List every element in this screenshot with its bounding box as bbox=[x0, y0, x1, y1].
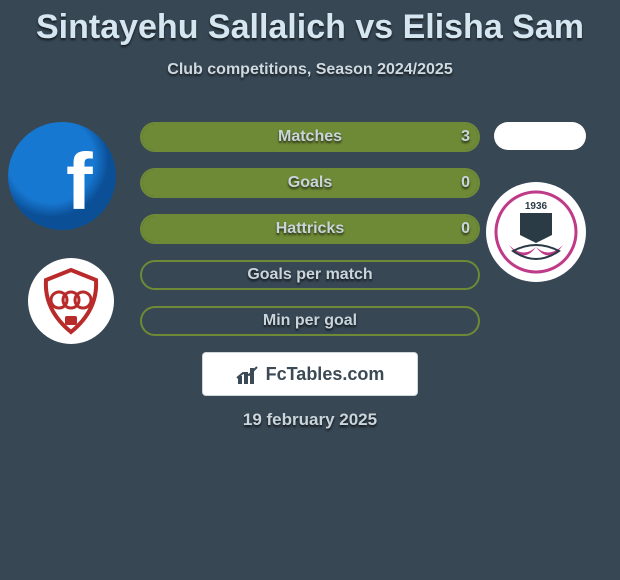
stat-label: Min per goal bbox=[263, 312, 357, 330]
stat-label: Goals per match bbox=[247, 266, 372, 284]
badge-year: 1936 bbox=[525, 201, 548, 212]
stat-row-matches: Matches 3 bbox=[140, 122, 480, 152]
brand-badge: FcTables.com bbox=[202, 352, 418, 396]
page-title: Sintayehu Sallalich vs Elisha Sam bbox=[0, 0, 620, 47]
stat-value: 0 bbox=[461, 220, 470, 238]
stat-row-goals: Goals 0 bbox=[140, 168, 480, 198]
player1-avatar: f bbox=[8, 122, 116, 230]
player2-club-badge: 1936 bbox=[486, 182, 586, 282]
stat-label: Matches bbox=[278, 128, 342, 146]
bar-chart-icon bbox=[236, 366, 260, 386]
brand-text: FcTables.com bbox=[266, 364, 385, 385]
stat-row-hattricks: Hattricks 0 bbox=[140, 214, 480, 244]
stat-label: Hattricks bbox=[276, 220, 344, 238]
facebook-f-icon: f bbox=[66, 150, 90, 222]
stats-panel: Matches 3 Goals 0 Hattricks 0 Goals per … bbox=[140, 122, 480, 352]
stat-row-min-per-goal: Min per goal bbox=[140, 306, 480, 336]
player1-club-badge bbox=[28, 258, 114, 344]
shield-icon: 1936 bbox=[493, 189, 579, 275]
subtitle: Club competitions, Season 2024/2025 bbox=[0, 61, 620, 79]
stat-value: 3 bbox=[461, 128, 470, 146]
stat-row-goals-per-match: Goals per match bbox=[140, 260, 480, 290]
date-text: 19 february 2025 bbox=[0, 410, 620, 430]
player2-avatar bbox=[494, 122, 586, 150]
shield-icon bbox=[36, 266, 106, 336]
stat-value: 0 bbox=[461, 174, 470, 192]
stat-label: Goals bbox=[288, 174, 332, 192]
